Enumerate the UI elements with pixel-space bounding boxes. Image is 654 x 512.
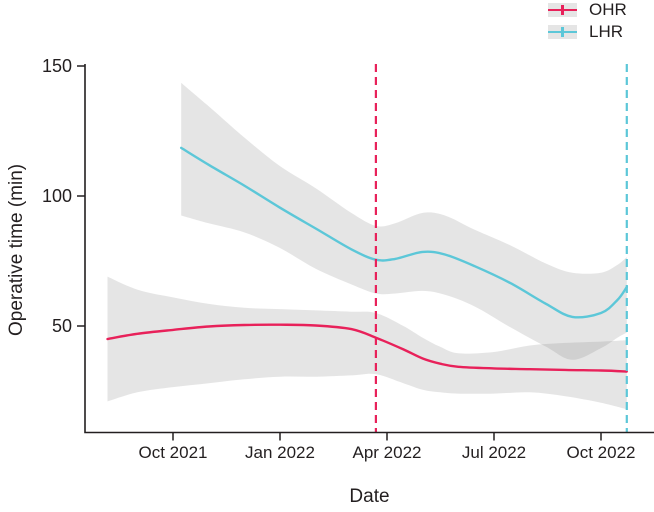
legend-label-ohr: OHR [589, 0, 627, 19]
y-tick-label: 100 [42, 186, 72, 206]
y-tick-label: 150 [42, 56, 72, 76]
y-axis-title: Operative time (min) [6, 163, 27, 337]
ohr-confidence-band [107, 276, 627, 410]
legend-tick-glyph [561, 27, 564, 37]
x-tick-label: Oct 2021 [139, 443, 208, 462]
x-axis-title: Date [349, 486, 390, 507]
x-tick-label: Apr 2022 [353, 443, 422, 462]
lhr-line [180, 146, 628, 319]
x-tick-label: Jul 2022 [462, 443, 526, 462]
x-tick-label: Oct 2022 [567, 443, 636, 462]
axes-spines [84, 64, 654, 434]
lhr-confidence-band [181, 82, 627, 360]
y-tick-label: 50 [52, 316, 72, 336]
legend-tick-glyph [561, 5, 564, 15]
ohr-line [106, 323, 628, 373]
x-tick-label: Jan 2022 [245, 443, 315, 462]
legend-label-lhr: LHR [589, 22, 624, 41]
legend-key-ohr-icon [548, 3, 577, 17]
legend-item-ohr: OHR [548, 0, 627, 19]
legend-item-lhr: LHR [548, 22, 627, 41]
chart-legend: OHR LHR [548, 0, 627, 47]
legend-key-lhr-icon [548, 25, 577, 39]
